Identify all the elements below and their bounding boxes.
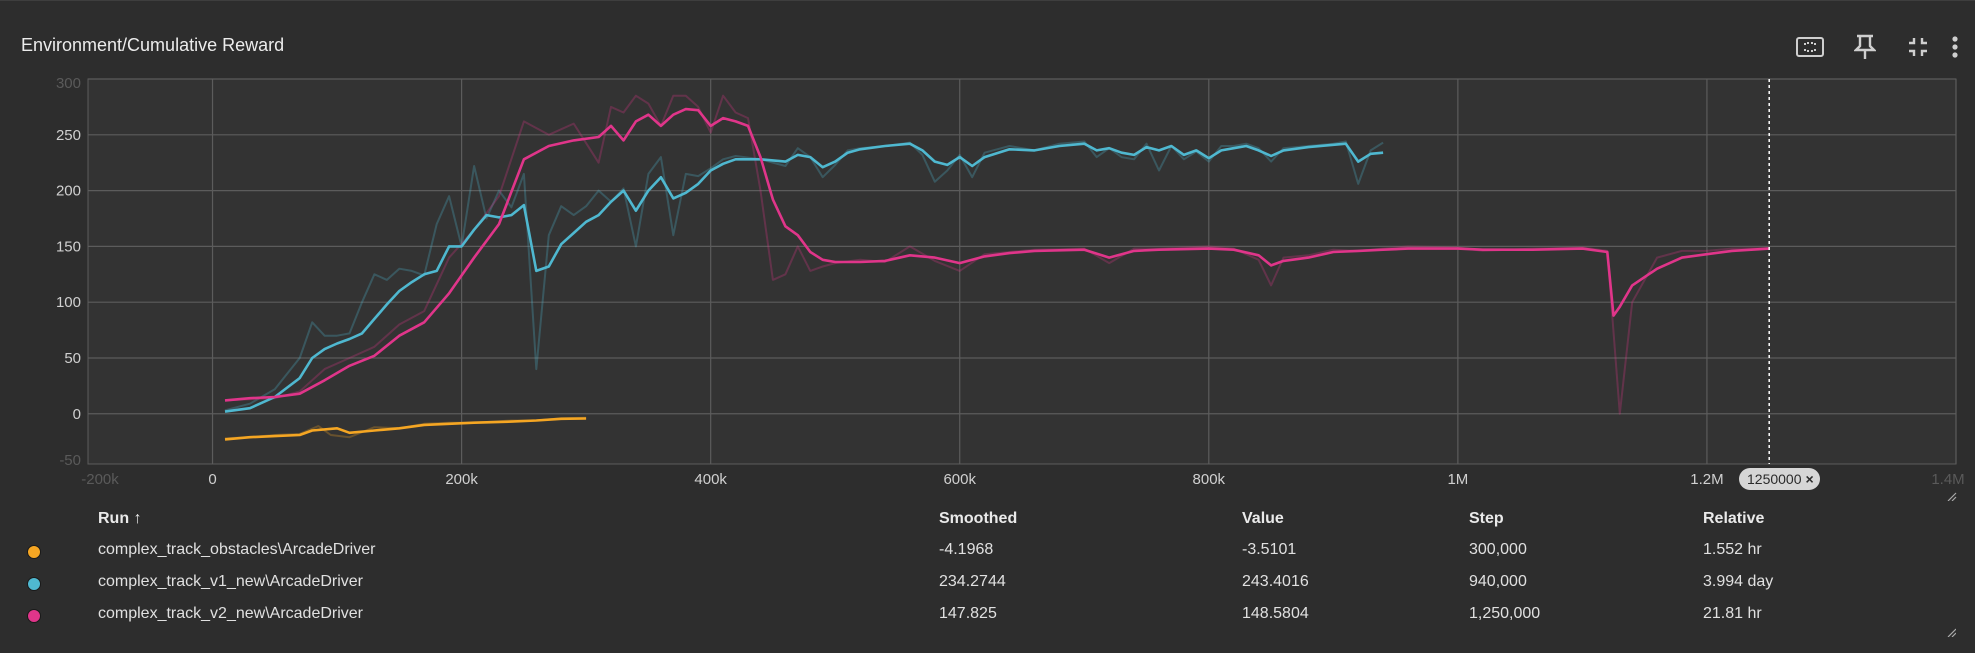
fit-domain-button[interactable] [1790, 27, 1830, 67]
y-tick-label: 50 [64, 350, 81, 367]
header-step: Step [1469, 510, 1504, 527]
chart-resize-handle[interactable] [1947, 492, 1957, 501]
series-color-dot [27, 545, 41, 559]
grid-lines [87, 78, 1957, 465]
more-options-button[interactable] [1935, 27, 1975, 67]
series-smoothed-line [224, 107, 1770, 402]
close-icon[interactable]: × [1805, 471, 1814, 487]
x-tick-label: 1.2M [1690, 471, 1723, 488]
table-row: complex_track_v1_new\ArcadeDriver 234.27… [0, 573, 1975, 603]
table-row: complex_track_v2_new\ArcadeDriver 147.82… [0, 605, 1975, 635]
hover-step-label: 1250000 [1747, 471, 1802, 487]
x-tick-label: 1.4M [1931, 471, 1964, 488]
header-run[interactable]: Run ↑ [98, 510, 142, 527]
table-resize-handle[interactable] [1946, 627, 1956, 637]
x-tick-label: 800k [1193, 471, 1226, 488]
pin-button[interactable] [1845, 27, 1885, 67]
relative-time: 21.81 hr [1703, 605, 1762, 622]
table-header: Run ↑ Smoothed Value Step Relative [0, 510, 1975, 532]
y-tick-label: 100 [56, 294, 81, 311]
series-smoothed-line [224, 142, 1384, 413]
raw-value: -3.5101 [1242, 541, 1297, 558]
x-tick-label: 400k [694, 471, 727, 488]
series-raw-line [224, 140, 1384, 412]
step-value: 300,000 [1469, 541, 1527, 558]
header-value: Value [1242, 510, 1284, 527]
series-color-dot [27, 609, 41, 623]
x-tick-label: -200k [81, 471, 119, 488]
table-row: complex_track_obstacles\ArcadeDriver -4.… [0, 541, 1975, 571]
card-title: Environment/Cumulative Reward [21, 35, 285, 55]
y-tick-label: 200 [56, 183, 81, 200]
sort-arrow-icon: ↑ [133, 510, 142, 527]
series-layer [224, 94, 1770, 441]
line-chart[interactable]: -200k 0 200k 400k 600k 800k 1M 1.2M 1.4M -50 0 50 1… [0, 1, 1975, 501]
relative-time: 1.552 hr [1703, 541, 1762, 558]
pin-icon [1854, 34, 1876, 59]
header-smoothed: Smoothed [939, 510, 1018, 527]
more-vert-icon [1952, 36, 1958, 58]
x-tick-label: 0 [208, 471, 216, 488]
x-tick-label: 200k [445, 471, 478, 488]
relative-time: 3.994 day [1703, 573, 1774, 590]
y-tick-label: 250 [56, 127, 81, 144]
y-tick-label: 0 [73, 406, 81, 423]
fit-domain-icon [1796, 37, 1824, 57]
raw-value: 148.5804 [1242, 605, 1309, 622]
smoothed-value: 147.825 [939, 605, 997, 622]
plot-border [87, 78, 1957, 465]
x-tick-label: 1M [1447, 471, 1468, 488]
hover-step-chip[interactable]: 1250000 × [1739, 468, 1820, 490]
series-color-dot [27, 577, 41, 591]
x-tick-label: 600k [943, 471, 976, 488]
step-value: 1,250,000 [1469, 605, 1541, 622]
smoothed-value: 234.2744 [939, 573, 1006, 590]
plot-area [88, 79, 1956, 464]
y-tick-label: 300 [56, 75, 81, 92]
y-tick-label: -50 [59, 452, 81, 469]
y-axis-ticks: -50 0 50 100 150 200 250 300 [56, 75, 81, 469]
run-name: complex_track_obstacles\ArcadeDriver [98, 541, 376, 558]
run-name: complex_track_v1_new\ArcadeDriver [98, 573, 363, 590]
run-name: complex_track_v2_new\ArcadeDriver [98, 605, 363, 622]
collapse-icon [1909, 38, 1927, 56]
smoothed-value: -4.1968 [939, 541, 994, 558]
header-relative: Relative [1703, 510, 1765, 527]
series-smoothed-line [224, 417, 587, 441]
y-tick-label: 150 [56, 238, 81, 255]
collapse-button[interactable] [1898, 27, 1938, 67]
x-axis-ticks: -200k 0 200k 400k 600k 800k 1M 1.2M 1.4M [81, 471, 1964, 488]
raw-value: 243.4016 [1242, 573, 1309, 590]
step-value: 940,000 [1469, 573, 1527, 590]
